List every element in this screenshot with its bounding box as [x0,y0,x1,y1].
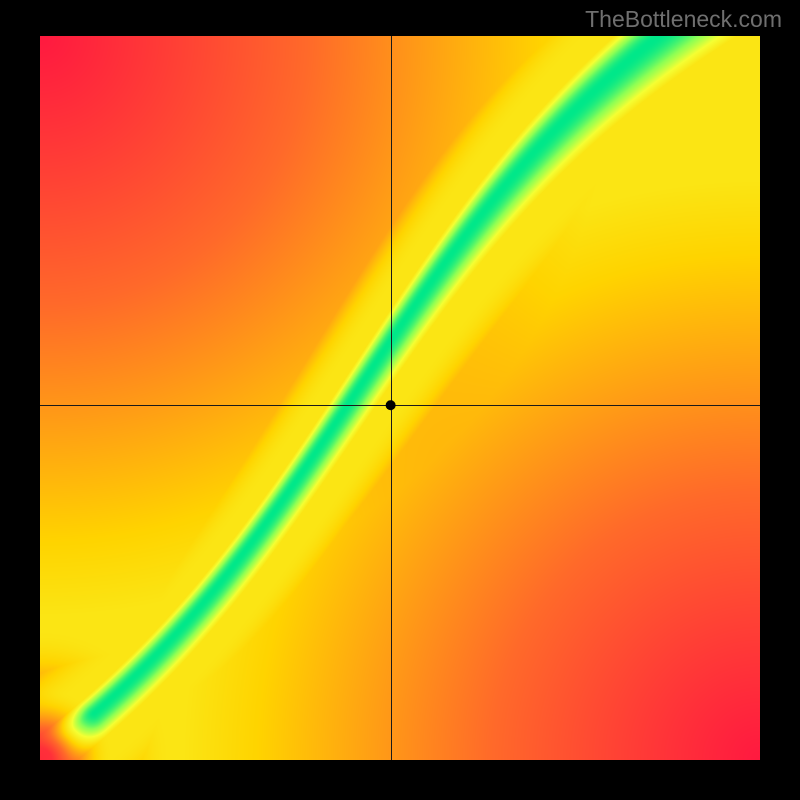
watermark-text: TheBottleneck.com [585,6,782,33]
stage: TheBottleneck.com [0,0,800,800]
bottleneck-heatmap [40,36,760,760]
